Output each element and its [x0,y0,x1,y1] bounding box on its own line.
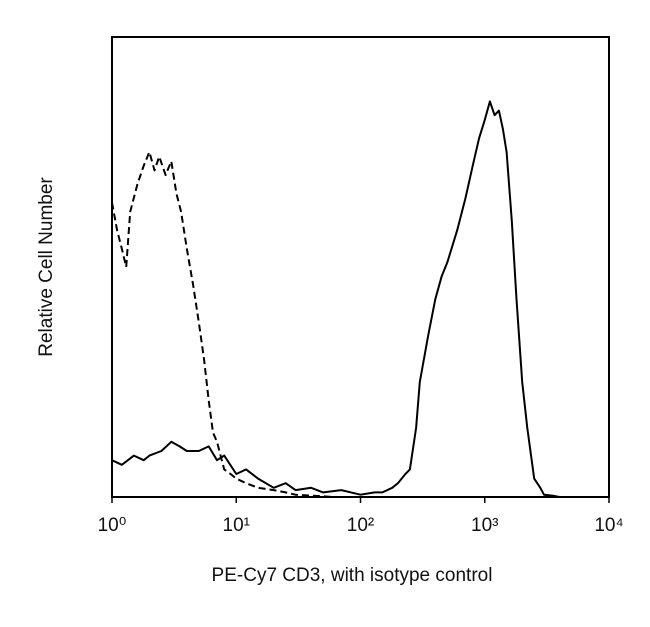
x-tick-label: 10⁰ [98,515,127,536]
histogram [111,100,560,498]
y-axis-label: Relative Cell Number [36,177,57,357]
x-axis-label: PE-Cy7 CD3, with isotype control [212,565,493,586]
x-tick-label: 10¹ [223,515,250,536]
x-tick-label: 10² [347,515,374,536]
dashed-histogram [111,151,333,498]
x-tick-label: 10³ [471,515,498,536]
plot-frame [111,36,610,498]
x-tick-label: 10⁴ [594,515,623,536]
